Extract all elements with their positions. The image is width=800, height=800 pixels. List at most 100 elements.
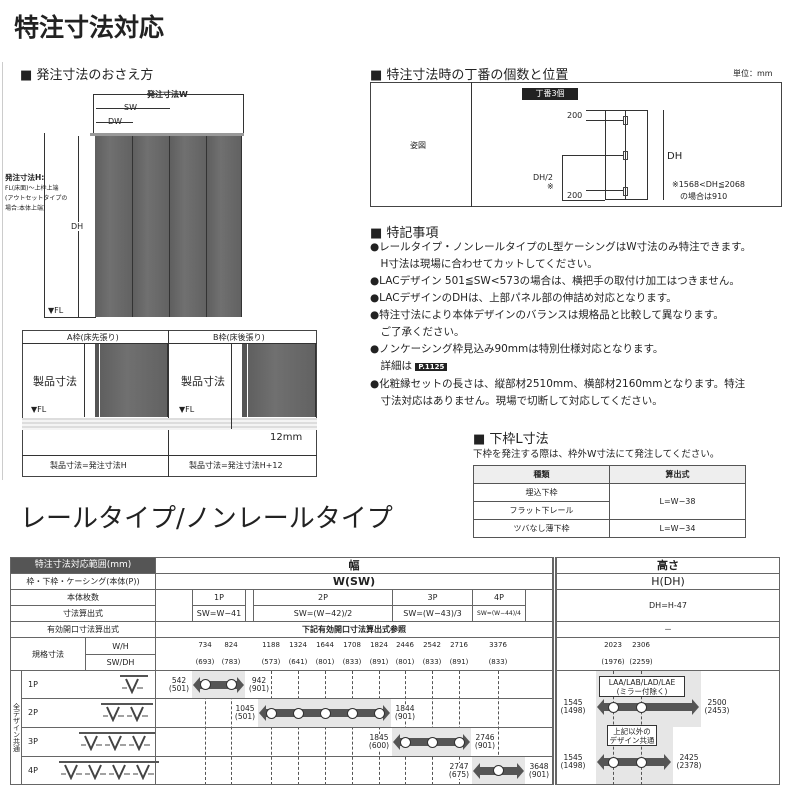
corner-cell: 特注寸法対応範囲(mm)	[10, 557, 156, 574]
note-line: ●ノンケーシング枠見込み90mmは特別仕様対応となります。	[370, 343, 664, 355]
elevation-label: 姿図	[410, 141, 426, 150]
range-arrow	[193, 676, 244, 693]
gridline	[231, 671, 232, 785]
mid-offset: DH/2	[533, 173, 553, 182]
door-section-b	[248, 344, 316, 417]
ext-line	[243, 94, 244, 134]
dw-dim-line	[96, 122, 133, 123]
w-sw: W(SW)	[155, 573, 553, 590]
dim-line	[562, 155, 563, 200]
note-line: ●化粧縁セットの長さは、縦部材2510mm、横部材2160mmとなります。特注	[370, 378, 746, 390]
std-sw-value: (693)	[195, 658, 215, 666]
std-sw-value: (801)	[315, 658, 335, 666]
range-max: 1844 (901)	[393, 704, 417, 721]
hinge-icon	[623, 116, 628, 125]
height-design-box: 上記以外の デザイン共通	[607, 725, 657, 746]
door-panel	[95, 136, 133, 317]
dim-line	[586, 110, 605, 111]
h-dim-line	[44, 133, 45, 318]
door-fold-icon	[79, 732, 155, 751]
gridline	[352, 671, 353, 785]
opening-h: －	[556, 621, 780, 638]
bottom-offset: 200	[567, 191, 583, 200]
page-ref-link[interactable]: P.1125	[415, 363, 448, 371]
height-min: 1545 (1498)	[560, 698, 586, 715]
mid-mark: ※	[547, 182, 554, 191]
std-w-value: 1824	[370, 641, 388, 649]
panel-2p: 2P	[253, 589, 393, 606]
gridline	[205, 671, 206, 785]
std-sw-value: (641)	[288, 658, 308, 666]
left-divider	[2, 62, 3, 480]
type-cell: ツバなし薄下枠	[473, 519, 610, 538]
std-sw-value: (833)	[422, 658, 442, 666]
std-height-dot	[635, 756, 647, 768]
range-max: 942 (901)	[247, 675, 271, 693]
std-size-dot	[426, 736, 438, 748]
frame-b	[242, 344, 247, 417]
hinge-note: ※1568<DH≦2068	[672, 180, 746, 189]
std-w-value: 3376	[489, 641, 507, 649]
note-line: 詳細は P.1125	[370, 358, 751, 376]
subtitle: レールタイプ/ノンレールタイプ	[20, 504, 393, 534]
formula-3p: SW=(W−43)/3	[392, 605, 473, 622]
formula-4p: SW=(W−44)/4	[472, 605, 526, 622]
frame-a	[95, 344, 99, 417]
note-line: H寸法は現場に合わせてカットしてください。	[370, 258, 598, 270]
hinge-heading: ■ 特注寸法時の丁番の個数と位置	[370, 68, 569, 83]
common-label: 全デザイン共通	[12, 703, 21, 752]
top-frame	[90, 133, 244, 136]
std-dh-value: (1976)	[601, 658, 625, 666]
panel-1p: 1P	[192, 589, 246, 606]
section-divider	[553, 557, 556, 785]
frame-detail-box	[22, 330, 317, 477]
std-size-dot	[399, 736, 411, 748]
fl-line	[44, 317, 96, 318]
lower-frame-heading: ■ 下枠L寸法	[473, 432, 549, 447]
hinge-icon	[623, 187, 628, 196]
std-w-value: 824	[224, 641, 238, 649]
std-h-value: 2306	[632, 641, 650, 649]
h-dh: H(DH)	[556, 573, 780, 590]
h-dim-note: FL(床面)～上枠上端	[5, 185, 59, 192]
std-size-dot	[319, 707, 331, 719]
std-h-value: 2023	[604, 641, 622, 649]
type-cell: フラット下レール	[473, 501, 610, 520]
type-cell: 埋込下枠	[473, 483, 610, 502]
dh-label: DH	[667, 151, 683, 162]
range-min: 1845 (600)	[367, 733, 391, 750]
page-title: 特注寸法対応	[14, 13, 165, 42]
a-dim-line	[84, 344, 85, 417]
std-size-dot	[453, 736, 465, 748]
note-line: ●LACデザインのDHは、上部パネル部の伸詰め対応となります。	[370, 292, 677, 304]
std-label: 規格寸法	[10, 637, 86, 671]
b-frame-label: B枠(床後張り)	[213, 333, 265, 342]
std-sw-value: (573)	[261, 658, 281, 666]
b-dim-line	[231, 344, 232, 429]
a-formula: 製品寸法=発注寸法H	[50, 461, 127, 470]
door-panel	[170, 136, 207, 317]
dim-line	[586, 120, 623, 121]
std-size-dot	[492, 765, 504, 776]
hinge-line	[625, 110, 626, 200]
gridline	[325, 671, 326, 785]
formula-2p: SW=(W−42)/2	[253, 605, 393, 622]
formula-label: 寸法算出式	[10, 605, 156, 622]
w-dim-line	[93, 94, 243, 95]
a-frame-label: A枠(床先張り)	[67, 333, 119, 342]
range-min: 1045 (501)	[233, 704, 257, 721]
dim-line	[586, 190, 623, 191]
hinge-note: の場合は910	[680, 192, 728, 201]
std-sw-value: (891)	[369, 658, 389, 666]
hinge-box	[370, 82, 782, 207]
std-size-dot	[373, 707, 385, 719]
std-size-dot	[292, 707, 304, 719]
formula-cell: L=W−34	[609, 519, 746, 538]
product-dim-a: 製品寸法	[33, 375, 77, 388]
floor	[22, 418, 317, 430]
row-label: 1P	[28, 679, 38, 689]
range-cell	[155, 756, 553, 785]
opening-value: 下記有効開口寸法算出式参照	[155, 621, 553, 638]
door-fold-icon	[59, 761, 159, 780]
dh-label: DH	[71, 222, 84, 231]
